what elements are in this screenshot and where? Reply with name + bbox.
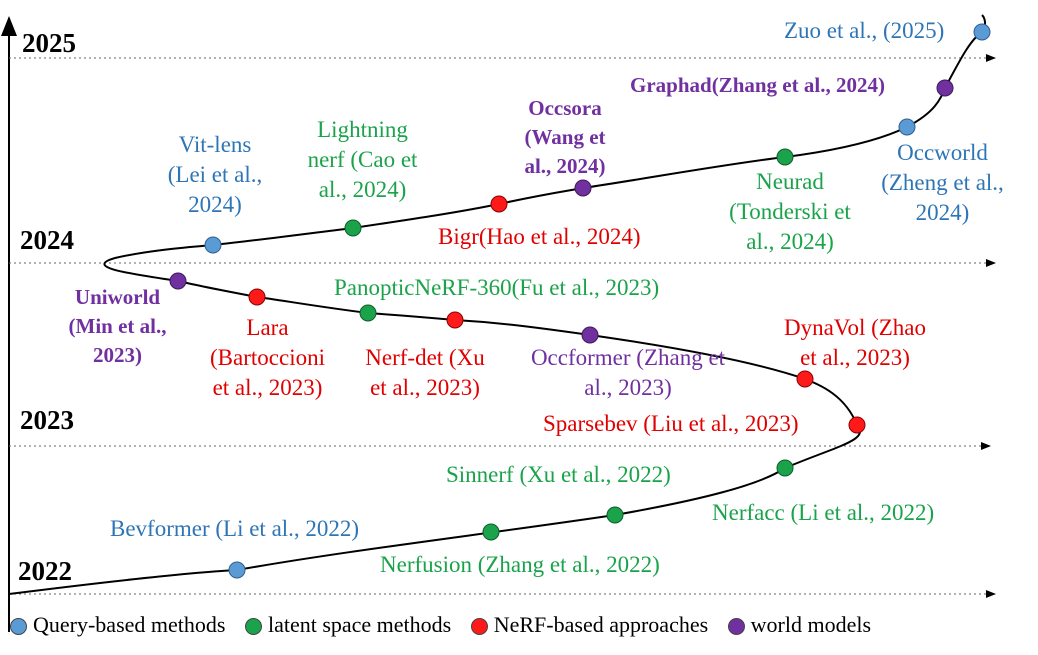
label-occworld-line3: 2024) <box>915 200 970 225</box>
legend-label-nerf: NeRF-based approaches <box>493 611 709 637</box>
label-neurad-line3: al., 2024) <box>746 229 834 254</box>
legend-dot-query <box>10 618 27 636</box>
label-vitlens-line2: (Lei et al., <box>167 162 263 187</box>
node-bevformer <box>228 561 246 579</box>
legend-label-latent: latent space methods <box>267 611 452 637</box>
node-nerfdet <box>446 311 464 329</box>
label-graphad: Graphad(Zhang et al., 2024) <box>630 73 885 97</box>
node-panoptic <box>359 304 377 322</box>
label-dynavol: DynaVol (Zhao et al., 2023) <box>765 313 945 373</box>
label-occformer-line1: Occformer (Zhang et <box>530 345 726 370</box>
node-vitlens <box>204 236 222 254</box>
node-uniworld <box>169 272 187 290</box>
label-uniworld-line1: Uniworld <box>74 285 161 309</box>
legend-dot-latent <box>244 618 262 636</box>
year-2025: 2025 <box>22 28 76 58</box>
year-2024: 2024 <box>20 225 74 255</box>
legend-dot-world <box>727 618 745 636</box>
label-lightning-line1: Lightning <box>317 117 408 142</box>
label-occworld: Occworld (Zheng et al., 2024) <box>865 138 1020 228</box>
label-zuo: Zuo et al., (2025) <box>784 18 945 43</box>
node-occworld <box>898 118 916 136</box>
label-dynavol-line2: et al., 2023) <box>800 345 910 370</box>
label-occformer-line2: al., 2023) <box>584 375 672 400</box>
node-zuo <box>973 23 991 41</box>
label-neurad-line1: Neurad <box>756 169 824 194</box>
label-lara-line1: Lara <box>246 315 289 340</box>
label-occsora: Occsora (Wang et al., 2024) <box>505 94 625 181</box>
label-dynavol-line1: DynaVol (Zhao <box>783 315 927 340</box>
legend-label-world: world models <box>750 611 872 637</box>
label-lara-line3: et al., 2023) <box>212 375 323 400</box>
node-nerfusion <box>482 523 500 541</box>
label-occsora-line3: al., 2024) <box>524 154 606 178</box>
label-occsora-line2: (Wang et <box>524 125 606 149</box>
node-nerfacc <box>776 459 794 477</box>
label-sparsebev: Sparsebev (Liu et al., 2023) <box>543 411 799 436</box>
label-vitlens-line1: Vit-lens <box>178 132 252 157</box>
label-vitlens: Vit-lens (Lei et al., 2024) <box>150 130 280 220</box>
label-lara-line2: (Bartoccioni <box>210 345 325 370</box>
legend-item-world: world models <box>727 611 872 638</box>
label-uniworld: Uniworld (Min et al., 2023) <box>55 283 180 370</box>
label-bevformer: Bevformer (Li et al., 2022) <box>110 516 360 541</box>
year-2022: 2022 <box>18 556 72 586</box>
node-lara <box>248 288 266 306</box>
label-panoptic: PanopticNeRF-360(Fu et al., 2023) <box>334 275 660 300</box>
label-nerfdet-line1: Nerf-det (Xu <box>365 345 485 370</box>
label-neurad-line2: (Tonderski et <box>729 199 851 224</box>
node-neurad <box>776 148 794 166</box>
node-dynavol <box>796 370 814 388</box>
label-occworld-line2: (Zheng et al., <box>881 170 1004 195</box>
node-sinnerf <box>606 506 624 524</box>
label-lightning-line2: nerf (Cao et <box>307 147 418 172</box>
label-lightning: Lightning nerf (Cao et al., 2024) <box>290 115 435 205</box>
legend-dot-nerf <box>470 618 488 636</box>
year-2023: 2023 <box>20 405 74 435</box>
node-lightning <box>344 219 362 237</box>
legend-item-latent: latent space methods <box>244 611 452 638</box>
label-lara: Lara (Bartoccioni et al., 2023) <box>195 313 340 403</box>
label-nerfdet: Nerf-det (Xu et al., 2023) <box>350 343 500 403</box>
legend: Query-based methods latent space methods… <box>10 610 885 638</box>
legend-item-nerf: NeRF-based approaches <box>470 611 709 638</box>
label-uniworld-line3: 2023) <box>93 343 142 367</box>
node-occformer <box>581 326 599 344</box>
label-nerfdet-line2: et al., 2023) <box>370 375 480 400</box>
label-neurad: Neurad (Tonderski et al., 2024) <box>710 167 870 257</box>
node-graphad <box>936 79 954 97</box>
label-sinnerf: Sinnerf (Xu et al., 2022) <box>446 462 671 487</box>
label-occsora-line1: Occsora <box>528 96 602 120</box>
label-vitlens-line3: 2024) <box>188 192 242 217</box>
label-uniworld-line2: (Min et al., <box>68 314 167 338</box>
legend-label-query: Query-based methods <box>33 611 226 637</box>
legend-item-query: Query-based methods <box>10 612 225 638</box>
node-occsora <box>574 179 592 197</box>
label-bigr: Bigr(Hao et al., 2024) <box>438 224 641 249</box>
label-occworld-line1: Occworld <box>897 140 988 165</box>
label-nerfusion: Nerfusion (Zhang et al., 2022) <box>380 552 660 577</box>
node-sparsebev <box>848 416 866 434</box>
label-occformer: Occformer (Zhang et al., 2023) <box>512 343 744 403</box>
label-nerfacc: Nerfacc (Li et al., 2022) <box>712 500 935 525</box>
label-lightning-line3: al., 2024) <box>318 177 407 202</box>
node-bigr <box>490 195 508 213</box>
